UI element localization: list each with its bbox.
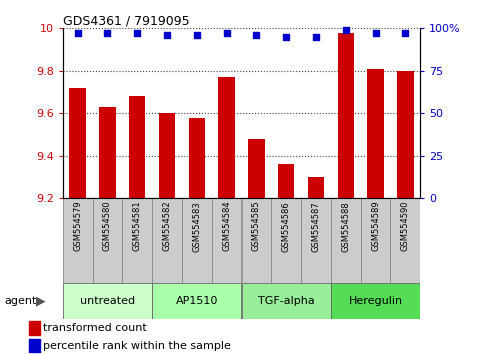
Bar (301, 198, 331, 283)
Point (372, 30, 380, 36)
Point (133, 30, 141, 36)
Point (193, 32, 201, 38)
Point (223, 30, 230, 36)
Text: ▶: ▶ (36, 295, 46, 307)
Text: GSM554580: GSM554580 (103, 201, 112, 251)
Text: GSM554588: GSM554588 (341, 201, 350, 252)
Bar (212, 198, 242, 283)
Bar (70, 88, 86, 198)
Text: GSM554590: GSM554590 (401, 201, 410, 251)
Text: GSM554582: GSM554582 (163, 201, 171, 251)
Bar (63, 198, 93, 283)
Point (342, 27, 350, 33)
Bar (152, 198, 182, 283)
Bar (331, 283, 420, 319)
Text: GSM554586: GSM554586 (282, 201, 291, 252)
Text: TGF-alpha: TGF-alpha (258, 296, 314, 306)
Bar (218, 77, 235, 198)
Text: GSM554581: GSM554581 (133, 201, 142, 251)
Bar (308, 177, 324, 198)
Text: GSM554587: GSM554587 (312, 201, 320, 252)
Bar (271, 198, 301, 283)
Bar (248, 139, 265, 198)
Text: transformed count: transformed count (43, 323, 147, 333)
Point (104, 30, 112, 36)
Text: AP1510: AP1510 (176, 296, 218, 306)
Text: GSM554589: GSM554589 (371, 201, 380, 251)
Text: GDS4361 / 7919095: GDS4361 / 7919095 (63, 14, 189, 27)
Bar (278, 164, 294, 198)
Bar (242, 198, 271, 283)
Bar (331, 198, 361, 283)
Bar (397, 71, 413, 198)
Point (74, 30, 82, 36)
Bar (129, 96, 145, 198)
Text: GSM554585: GSM554585 (252, 201, 261, 251)
Text: percentile rank within the sample: percentile rank within the sample (43, 341, 231, 350)
Bar (390, 198, 420, 283)
Text: GSM554583: GSM554583 (192, 201, 201, 252)
Bar (182, 198, 212, 283)
Point (282, 34, 290, 40)
Text: GSM554579: GSM554579 (73, 201, 82, 251)
Text: agent: agent (5, 296, 37, 306)
Point (253, 32, 260, 38)
Text: GSM554584: GSM554584 (222, 201, 231, 251)
Point (312, 34, 320, 40)
Bar (368, 69, 384, 198)
Point (163, 32, 171, 38)
Text: untreated: untreated (80, 296, 135, 306)
Bar (189, 118, 205, 198)
Text: Heregulin: Heregulin (348, 296, 403, 306)
Bar (29, 321, 40, 335)
Bar (29, 339, 40, 352)
Bar (99, 107, 115, 198)
Point (401, 30, 409, 36)
Bar (361, 198, 390, 283)
Bar (242, 283, 331, 319)
Bar (152, 283, 242, 319)
Bar (338, 33, 354, 198)
Bar (122, 198, 152, 283)
Bar (93, 198, 122, 283)
Bar (159, 113, 175, 198)
Bar (63, 283, 152, 319)
